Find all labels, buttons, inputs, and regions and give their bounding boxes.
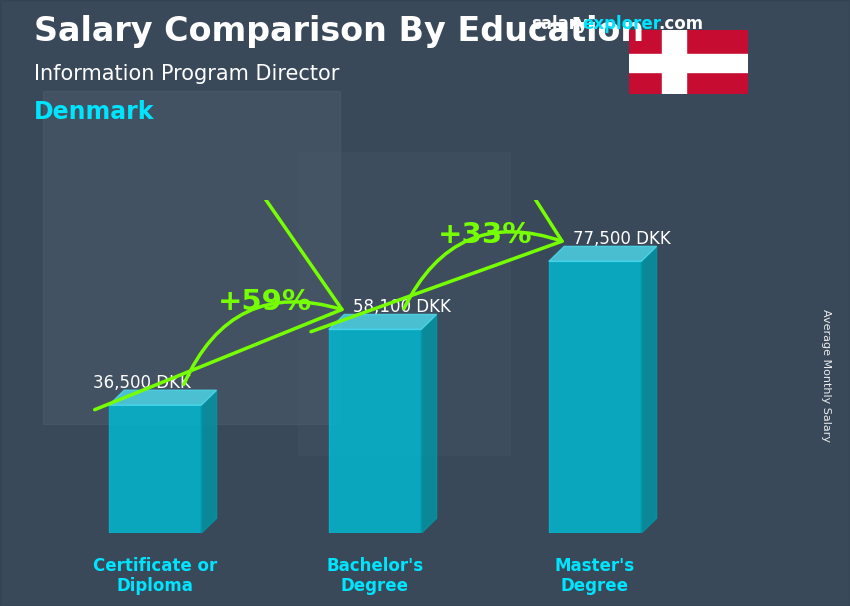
Text: Master's
Degree: Master's Degree <box>555 556 635 596</box>
Polygon shape <box>549 261 641 533</box>
Text: Certificate or
Diploma: Certificate or Diploma <box>93 556 217 596</box>
Polygon shape <box>329 330 422 533</box>
FancyArrowPatch shape <box>311 16 562 331</box>
Text: .com: .com <box>659 15 704 33</box>
Bar <box>662 30 686 94</box>
Text: 77,500 DKK: 77,500 DKK <box>573 230 671 248</box>
Text: salary: salary <box>531 15 588 33</box>
Text: Information Program Director: Information Program Director <box>34 64 339 84</box>
Text: 36,500 DKK: 36,500 DKK <box>94 374 191 392</box>
Bar <box>42 91 340 424</box>
Polygon shape <box>329 315 437 330</box>
Text: +59%: +59% <box>218 288 312 316</box>
Polygon shape <box>549 247 656 261</box>
Bar <box>629 54 748 72</box>
Text: +33%: +33% <box>438 221 532 248</box>
Polygon shape <box>109 405 201 533</box>
Text: Bachelor's
Degree: Bachelor's Degree <box>326 556 423 596</box>
Polygon shape <box>109 390 217 405</box>
Text: explorer: explorer <box>582 15 661 33</box>
Text: Salary Comparison By Education: Salary Comparison By Education <box>34 15 644 48</box>
Polygon shape <box>201 390 217 533</box>
Text: Denmark: Denmark <box>34 100 155 124</box>
Text: 58,100 DKK: 58,100 DKK <box>353 298 451 316</box>
FancyArrowPatch shape <box>94 90 342 410</box>
Polygon shape <box>641 247 656 533</box>
Text: Average Monthly Salary: Average Monthly Salary <box>821 309 831 442</box>
Polygon shape <box>422 315 437 533</box>
Bar <box>298 152 510 454</box>
